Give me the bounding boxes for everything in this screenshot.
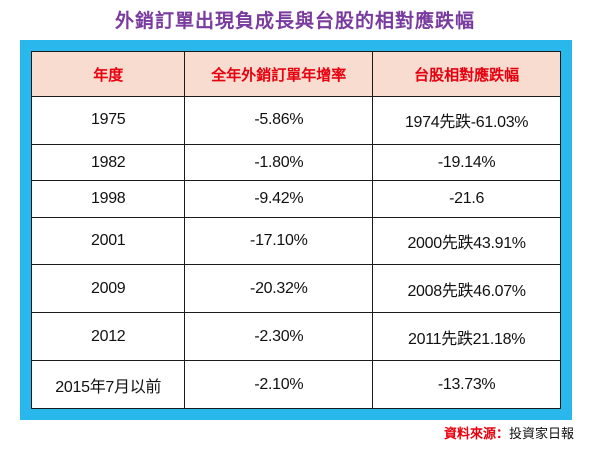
- cell-taiex-drop: 1974先跌-61.03%: [372, 96, 561, 145]
- cell-taiex-drop: 2011先跌21.18%: [372, 312, 561, 362]
- cell-year: 1982: [30, 143, 186, 182]
- table-row: 2012 -2.30% 2011先跌21.18%: [30, 312, 561, 362]
- cell-taiex-drop: 2000先跌43.91%: [372, 216, 561, 266]
- cell-year: 2012: [30, 312, 186, 362]
- column-header-year: 年度: [30, 51, 186, 97]
- table-row: 2015年7月以前 -2.10% -13.73%: [30, 360, 561, 409]
- cell-taiex-drop: -13.73%: [372, 360, 561, 409]
- source-label: 資料來源：: [443, 427, 509, 442]
- table-header-row: 年度 全年外銷訂單年增率 台股相對應跌幅: [30, 51, 561, 97]
- table-row: 2001 -17.10% 2000先跌43.91%: [30, 216, 561, 266]
- cell-export-growth: -2.10%: [184, 360, 374, 409]
- table-row: 2009 -20.32% 2008先跌46.07%: [30, 264, 561, 314]
- table-frame: 年度 全年外銷訂單年增率 台股相對應跌幅 1975 -5.86% 1974先跌-…: [20, 40, 572, 420]
- cell-export-growth: -5.86%: [184, 96, 374, 145]
- table-container: 年度 全年外銷訂單年增率 台股相對應跌幅 1975 -5.86% 1974先跌-…: [30, 51, 561, 409]
- cell-year: 2015年7月以前: [30, 360, 186, 409]
- cell-taiex-drop: -19.14%: [372, 143, 561, 182]
- page-title: 外銷訂單出現負成長與台股的相對應跌幅: [114, 10, 475, 32]
- column-header-export-order-growth: 全年外銷訂單年增率: [184, 51, 374, 97]
- cell-year: 1998: [30, 180, 186, 218]
- cell-year: 2001: [30, 216, 186, 266]
- table-row: 1975 -5.86% 1974先跌-61.03%: [30, 96, 561, 145]
- cell-year: 2009: [30, 264, 186, 314]
- cell-export-growth: -20.32%: [184, 264, 374, 314]
- source-credit: 資料來源：投資家日報: [444, 426, 574, 444]
- source-value: 投資家日報: [508, 427, 574, 442]
- cell-export-growth: -1.80%: [184, 143, 374, 182]
- cell-taiex-drop: -21.6: [372, 180, 561, 218]
- cell-year: 1975: [30, 96, 186, 145]
- cell-taiex-drop: 2008先跌46.07%: [372, 264, 561, 314]
- data-table: 年度 全年外銷訂單年增率 台股相對應跌幅 1975 -5.86% 1974先跌-…: [30, 51, 561, 409]
- cell-export-growth: -9.42%: [184, 180, 374, 218]
- table-row: 1998 -9.42% -21.6: [30, 180, 561, 218]
- cell-export-growth: -17.10%: [184, 216, 374, 266]
- table-row: 1982 -1.80% -19.14%: [30, 143, 561, 182]
- cell-export-growth: -2.30%: [184, 312, 374, 362]
- column-header-taiex-drop: 台股相對應跌幅: [372, 51, 561, 97]
